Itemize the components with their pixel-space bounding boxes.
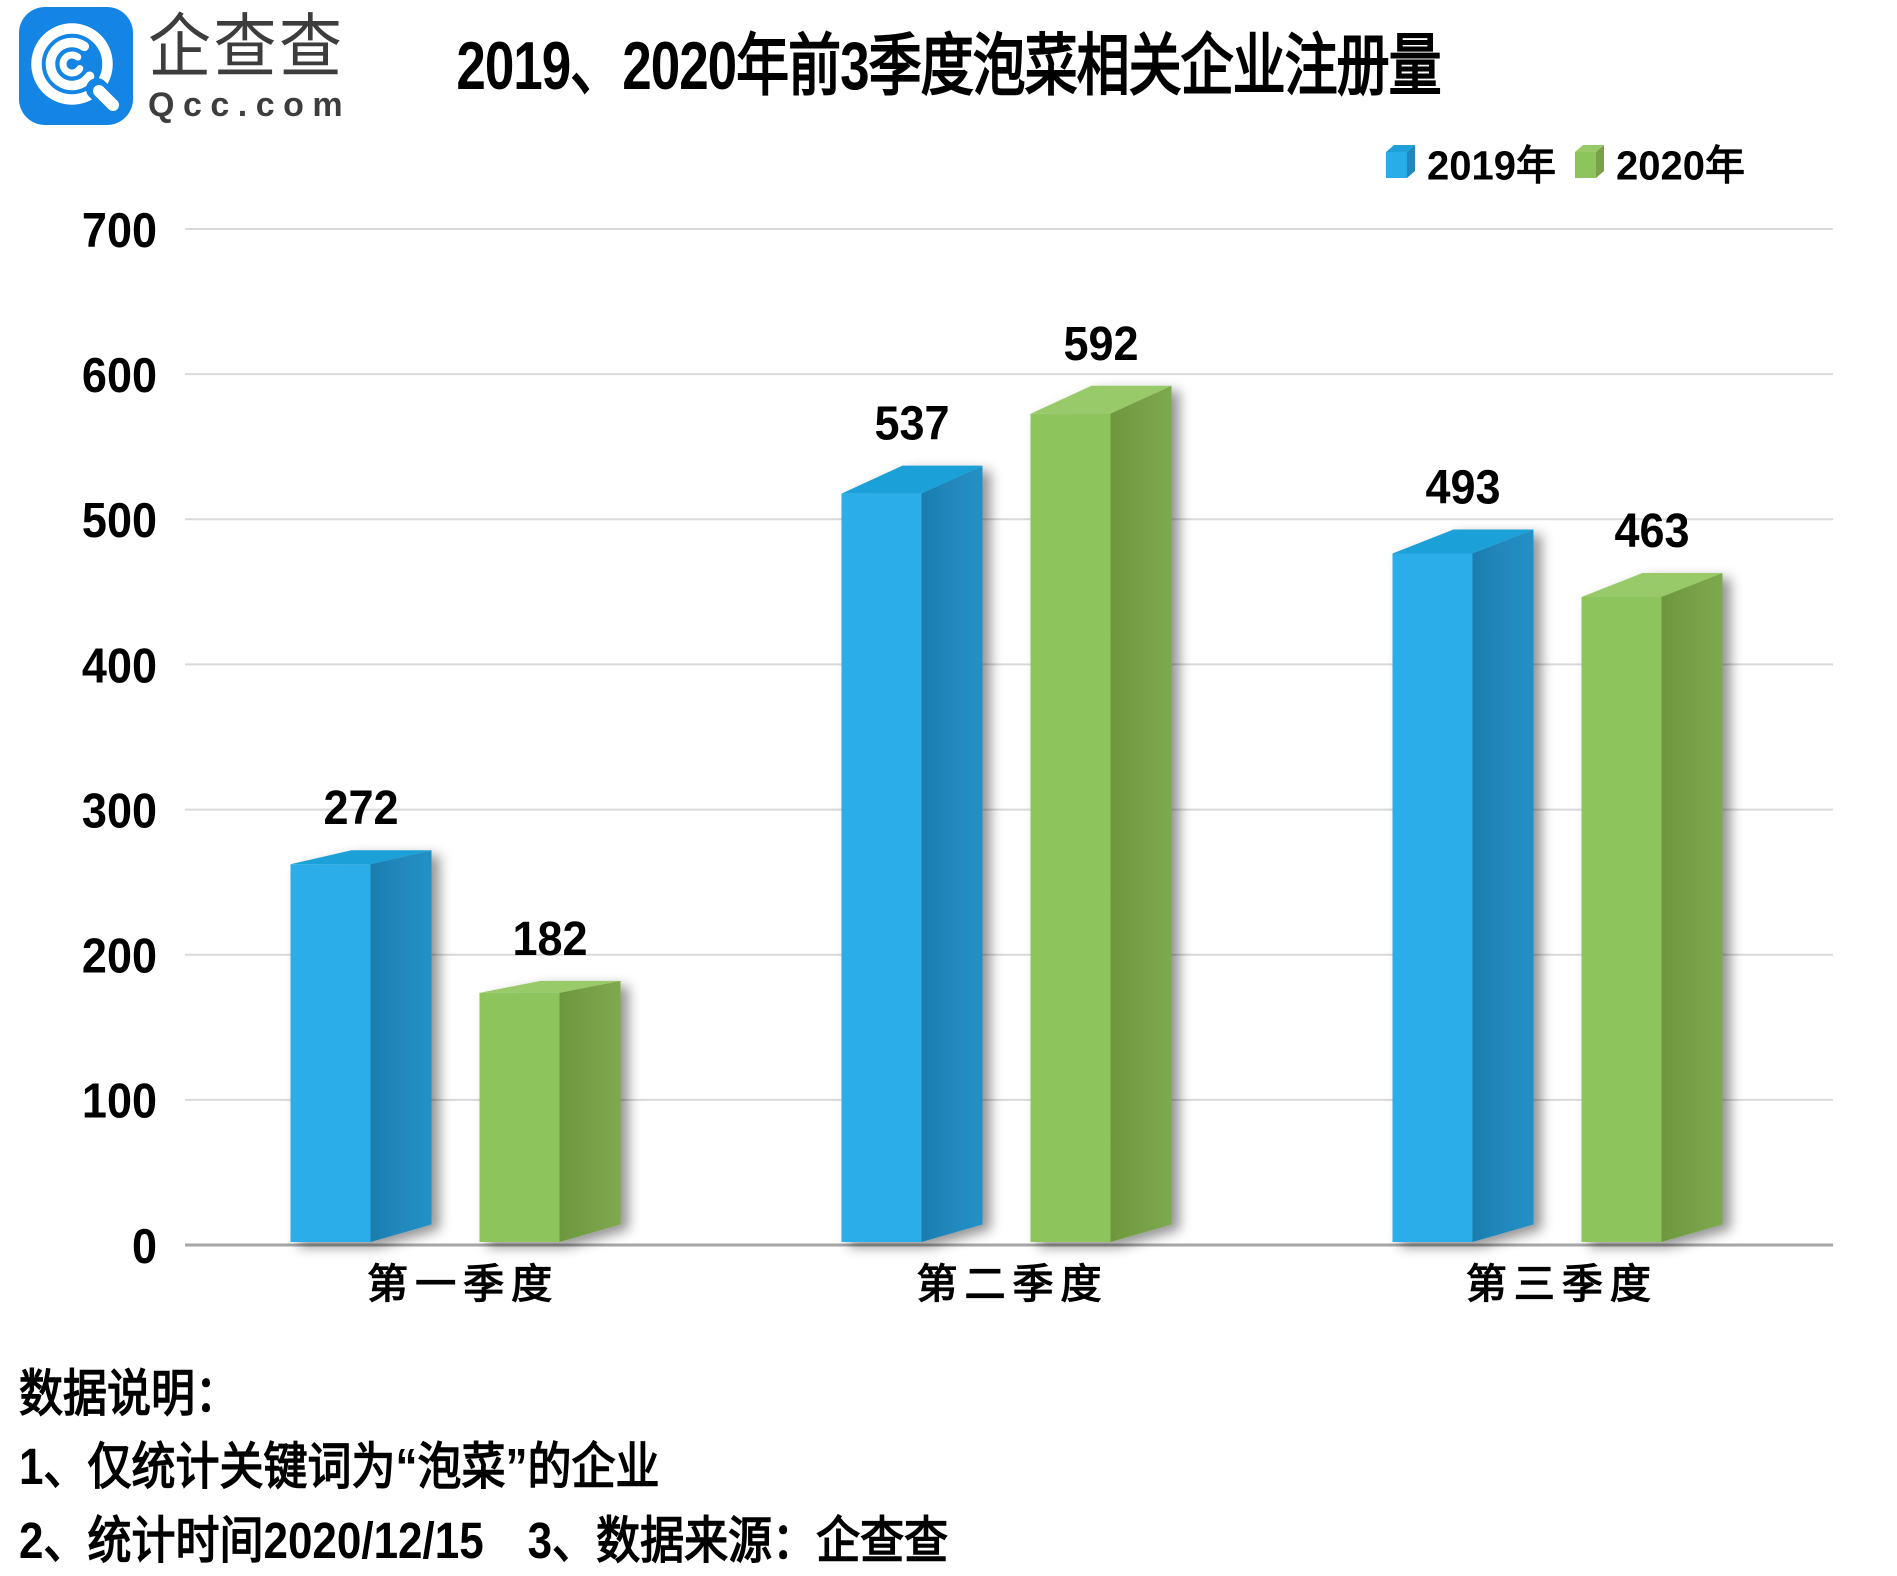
bar-front-face [479, 992, 560, 1242]
bar-front-face [290, 864, 371, 1242]
legend-label: 2019年 [1427, 142, 1556, 189]
bar-value-label: 592 [1063, 316, 1138, 370]
logo-middle-c [45, 37, 95, 91]
bar-side-face [370, 850, 432, 1242]
bar-2019年-第三季度 [1392, 529, 1534, 1242]
logo-magnifier-handle [93, 85, 119, 111]
value-labels: 272 537 493 182 592 463 [323, 316, 1689, 965]
legend-swatch-cube [1574, 145, 1604, 178]
y-tick-label: 700 [82, 203, 157, 258]
y-tick-label: 500 [82, 493, 157, 548]
legend-item-2019年: 2019年 [1386, 133, 1556, 191]
bar-top-face [1392, 529, 1534, 554]
category-label: 第二季度 [917, 1261, 1109, 1307]
y-tick-label: 400 [82, 638, 157, 693]
bar-top-face [290, 850, 432, 865]
y-tick-label: 100 [82, 1074, 157, 1129]
brand-domain: Qcc.com [148, 86, 352, 124]
notes-line2: 2、统计时间2020/12/15 3、数据来源：企查查 [19, 1512, 949, 1570]
swatch-front-face [1386, 152, 1407, 178]
bar-top-face [1030, 385, 1172, 414]
logo-outer-ring [31, 23, 113, 105]
notes-line1: 1、仅统计关键词为“泡菜”的企业 [19, 1439, 660, 1496]
bar-side-face [1110, 385, 1172, 1242]
bar-value-label: 272 [323, 781, 398, 835]
brand-logo: 企查查 Qcc.com [19, 7, 351, 125]
y-tick-label: 600 [82, 348, 157, 403]
bar-top-face [479, 980, 621, 993]
bar-side-face [921, 465, 983, 1242]
y-tick-label: 0 [132, 1219, 157, 1274]
category-label: 第一季度 [367, 1261, 559, 1307]
brand-name: 企查查 [148, 8, 345, 86]
category-labels: 第一季度 第二季度 第三季度 [367, 1261, 1658, 1307]
swatch-side-face [1407, 145, 1415, 178]
bar-2020年-第三季度 [1581, 572, 1723, 1242]
bar-front-face [841, 493, 922, 1242]
y-axis-tick-labels: 0 100 200 300 400 500 600 700 [82, 203, 157, 1274]
notes-heading: 数据说明： [19, 1365, 239, 1423]
bar-value-label: 537 [874, 396, 949, 450]
legend-swatch-cube [1386, 145, 1415, 178]
bars [290, 385, 1723, 1242]
bar-value-label: 493 [1425, 460, 1500, 514]
gridlines [185, 228, 1833, 1247]
bar-2019年-第二季度 [841, 465, 983, 1242]
qcc-magnifier-icon [19, 7, 133, 125]
y-tick-label: 200 [82, 929, 157, 984]
legend-item-2020年: 2020年 [1574, 133, 1745, 191]
data-notes: 数据说明： 1、仅统计关键词为“泡菜”的企业 2、统计时间2020/12/15 … [19, 1352, 948, 1573]
logo-inner-c [59, 51, 84, 77]
swatch-top-face [1574, 145, 1604, 152]
chart-title: 2019、2020年前3季度泡菜相关企业注册量 [456, 28, 1441, 105]
bar-value-label: 463 [1614, 503, 1689, 557]
bar-2020年-第二季度 [1030, 385, 1172, 1242]
swatch-side-face [1595, 145, 1604, 178]
bar-side-face [1661, 572, 1723, 1242]
bar-front-face [1581, 596, 1662, 1242]
y-tick-label: 300 [82, 783, 157, 838]
legend-label: 2020年 [1615, 142, 1745, 189]
bar-value-label: 182 [512, 911, 587, 965]
swatch-front-face [1574, 152, 1596, 178]
bar-top-face [1581, 572, 1723, 597]
bar-front-face [1392, 553, 1473, 1242]
bar-top-face [841, 465, 983, 494]
bar-front-face [1030, 413, 1111, 1242]
bar-side-face [559, 980, 621, 1242]
bar-2019年-第一季度 [290, 850, 432, 1242]
bar-side-face [1472, 529, 1534, 1242]
bar-2020年-第一季度 [479, 980, 621, 1242]
swatch-top-face [1386, 145, 1415, 152]
chart-legend: 2019年 2020年 [1386, 139, 1745, 188]
category-label: 第三季度 [1466, 1261, 1658, 1307]
